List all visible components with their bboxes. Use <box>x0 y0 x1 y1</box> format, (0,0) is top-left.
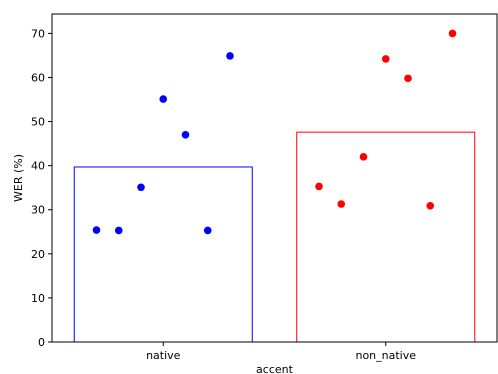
point-non_native-4 <box>404 74 412 83</box>
plot-frame <box>51 13 498 343</box>
y-tick-label-70: 70 <box>31 27 45 40</box>
point-native-5 <box>203 226 212 235</box>
point-non_native-1 <box>337 200 346 208</box>
y-tick-label-0: 0 <box>38 336 45 349</box>
y-tick-label-50: 50 <box>31 116 45 129</box>
point-non_native-5 <box>426 201 435 210</box>
y-tick-label-30: 30 <box>31 204 45 217</box>
point-native-2 <box>137 183 145 192</box>
y-tick-label-20: 20 <box>31 248 45 261</box>
point-native-0 <box>92 226 101 234</box>
y-tick-label-60: 60 <box>31 71 45 84</box>
point-non_native-6 <box>448 29 457 38</box>
bar-non_native <box>296 131 476 343</box>
point-native-4 <box>181 130 190 139</box>
x-axis-label: accent <box>256 363 294 374</box>
x-tick-label-native: native <box>146 349 181 362</box>
bar-native <box>73 166 253 343</box>
point-non_native-0 <box>315 182 323 191</box>
y-tick-label-40: 40 <box>31 160 45 173</box>
point-non_native-3 <box>381 55 390 63</box>
point-native-3 <box>159 95 168 103</box>
point-native-1 <box>114 226 123 235</box>
y-axis-label: WER (%) <box>12 154 25 202</box>
y-tick-label-10: 10 <box>31 292 45 305</box>
point-native-6 <box>226 52 234 60</box>
point-non_native-2 <box>359 153 368 161</box>
x-tick-label-non_native: non_native <box>355 349 416 362</box>
